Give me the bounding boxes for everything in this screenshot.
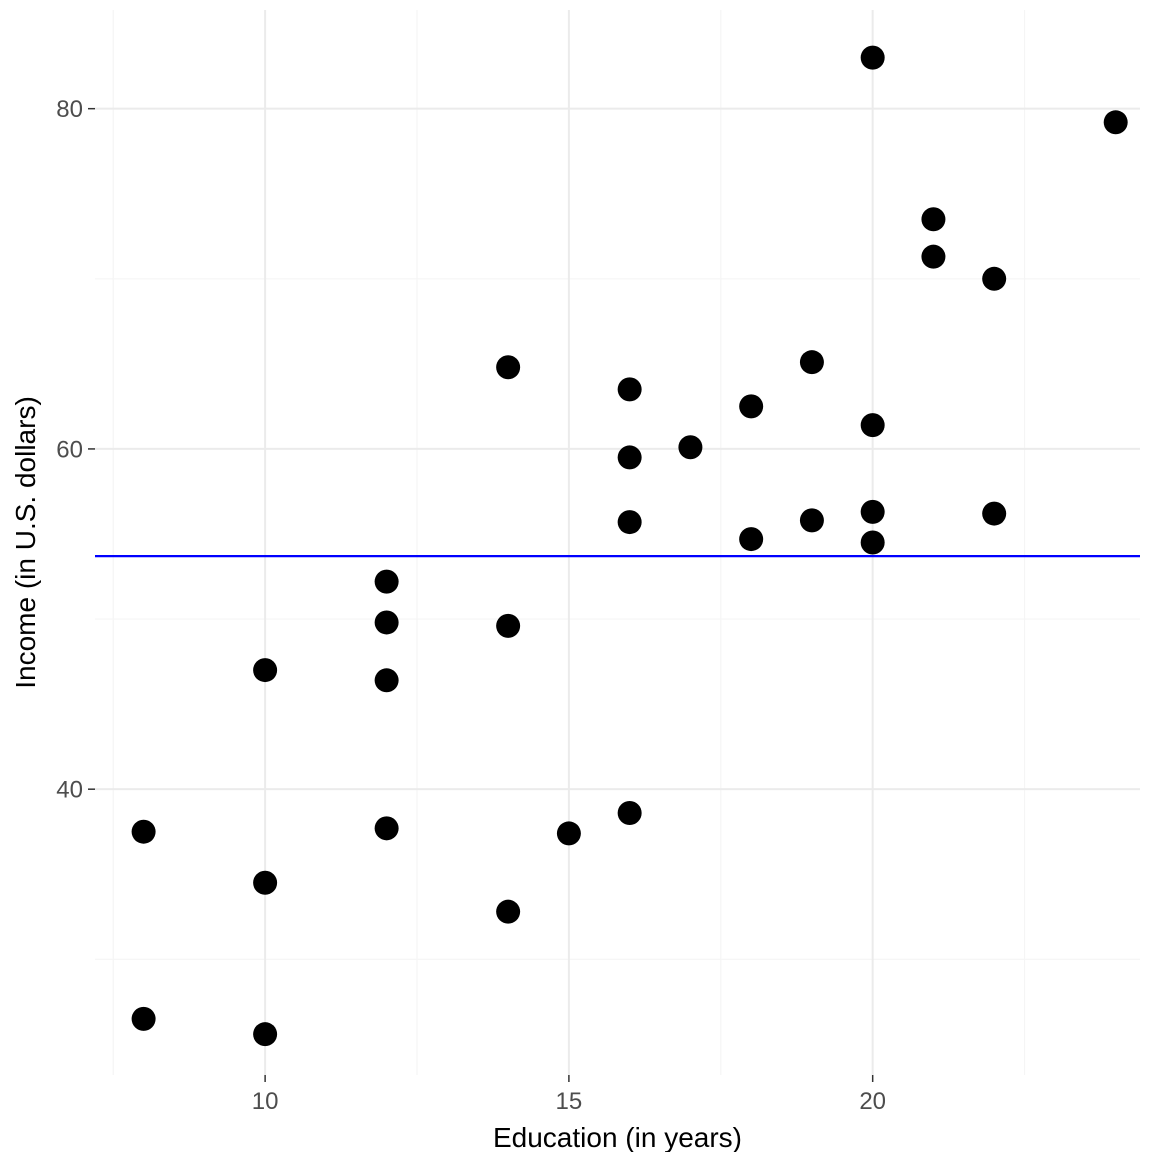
data-point	[861, 531, 885, 555]
data-point	[921, 245, 945, 269]
plot-panel	[95, 10, 1140, 1075]
data-point	[132, 1007, 156, 1031]
data-point	[253, 1022, 277, 1046]
data-point	[253, 871, 277, 895]
x-tick-label: 20	[859, 1088, 886, 1115]
data-point	[861, 46, 885, 70]
data-point	[800, 350, 824, 374]
data-point	[618, 510, 642, 534]
data-point	[982, 267, 1006, 291]
data-point	[618, 445, 642, 469]
data-point	[861, 413, 885, 437]
data-point	[618, 801, 642, 825]
data-point	[375, 668, 399, 692]
data-point	[496, 355, 520, 379]
data-point	[1104, 110, 1128, 134]
data-point	[678, 435, 702, 459]
data-point	[253, 658, 277, 682]
data-point	[739, 527, 763, 551]
data-point	[739, 394, 763, 418]
x-tick-label: 15	[556, 1088, 583, 1115]
data-point	[496, 614, 520, 638]
y-axis-title: Income (in U.S. dollars)	[10, 396, 41, 689]
data-point	[132, 820, 156, 844]
scatter-chart: 10 15 20 40 60 80 Education (in years) Income (…	[0, 0, 1152, 1152]
y-tick-label: 60	[56, 436, 83, 463]
data-point	[800, 508, 824, 532]
data-point	[496, 900, 520, 924]
data-point	[375, 816, 399, 840]
data-point	[921, 207, 945, 231]
y-tick-label: 40	[56, 777, 83, 804]
data-point	[375, 610, 399, 634]
data-point	[375, 570, 399, 594]
data-point	[557, 821, 581, 845]
x-tick-label: 10	[252, 1088, 279, 1115]
data-point	[618, 377, 642, 401]
chart-svg: 10 15 20 40 60 80 Education (in years) Income (…	[0, 0, 1152, 1152]
y-tick-label: 80	[56, 96, 83, 123]
data-point	[982, 502, 1006, 526]
x-axis-title: Education (in years)	[493, 1122, 742, 1152]
data-point	[861, 500, 885, 524]
